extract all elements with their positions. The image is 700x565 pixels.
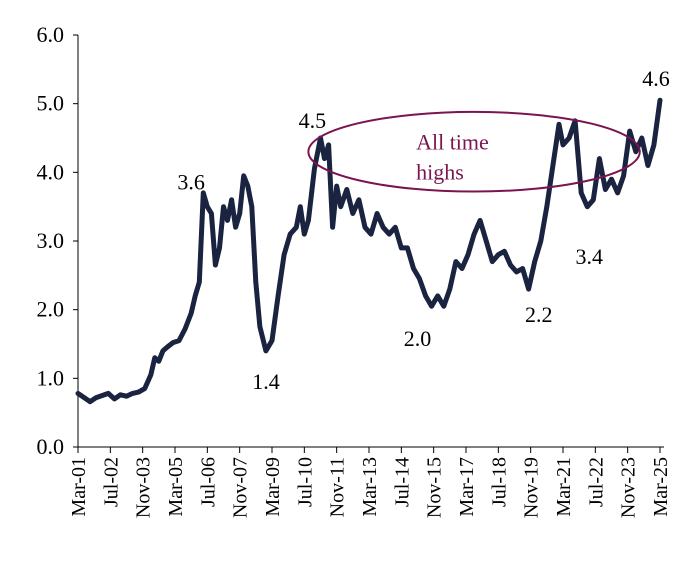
x-tick-label: Jul-02 (100, 457, 122, 507)
highlight-label: All time (416, 130, 489, 155)
y-tick-label: 2.0 (37, 297, 65, 322)
data-label: 3.6 (177, 170, 205, 195)
annotation-layer: 3.6 1.4 4.5 2.0 2.2 3.4 4.6 (177, 66, 669, 394)
x-tick-label: Nov-19 (521, 457, 543, 518)
x-tick-label: Jul-10 (294, 457, 316, 507)
x-axis: Mar-01 Jul-02 Nov-03 Mar-05 Jul-06 Nov-07 Mar-… (68, 446, 672, 518)
x-tick-label: Mar-05 (165, 457, 187, 517)
y-tick-label: 3.0 (37, 228, 65, 253)
x-tick-label: Jul-18 (488, 457, 510, 507)
data-label: 4.6 (642, 66, 670, 91)
x-tick-label: Jul-22 (585, 457, 607, 507)
series-line (75, 97, 663, 405)
data-label: 2.2 (525, 302, 553, 327)
x-tick-label: Jul-14 (391, 457, 413, 507)
x-tick-label: Mar-25 (650, 457, 672, 517)
x-tick-label: Mar-17 (456, 457, 478, 517)
x-tick-label: Nov-07 (230, 457, 252, 518)
x-tick-label: Nov-11 (327, 457, 349, 517)
x-tick-label: Mar-01 (68, 457, 90, 517)
y-tick-label: 5.0 (37, 91, 65, 116)
data-label: 1.4 (252, 369, 280, 394)
highlight-ellipse (307, 110, 641, 193)
x-tick-label: Mar-13 (359, 457, 381, 517)
series-layer (75, 97, 663, 405)
y-tick-label: 6.0 (37, 22, 65, 47)
y-tick-label: 0.0 (37, 434, 65, 459)
y-axis: 0.0 1.0 2.0 3.0 4.0 5.0 6.0 (37, 22, 79, 459)
all-time-highs-highlight: All time highs (307, 110, 641, 193)
x-tick-label: Nov-23 (618, 457, 640, 518)
y-tick-label: 4.0 (37, 159, 65, 184)
x-tick-label: Nov-03 (133, 457, 155, 518)
data-label: 2.0 (404, 326, 432, 351)
y-tick-label: 1.0 (37, 365, 65, 390)
x-tick-label: Nov-15 (424, 457, 446, 518)
x-tick-label: Mar-09 (262, 457, 284, 517)
x-tick-label: Jul-06 (197, 457, 219, 507)
x-tick-label: Mar-21 (553, 457, 575, 517)
highlight-label: highs (416, 160, 464, 185)
data-label: 4.5 (299, 108, 327, 133)
data-label: 3.4 (576, 244, 604, 269)
